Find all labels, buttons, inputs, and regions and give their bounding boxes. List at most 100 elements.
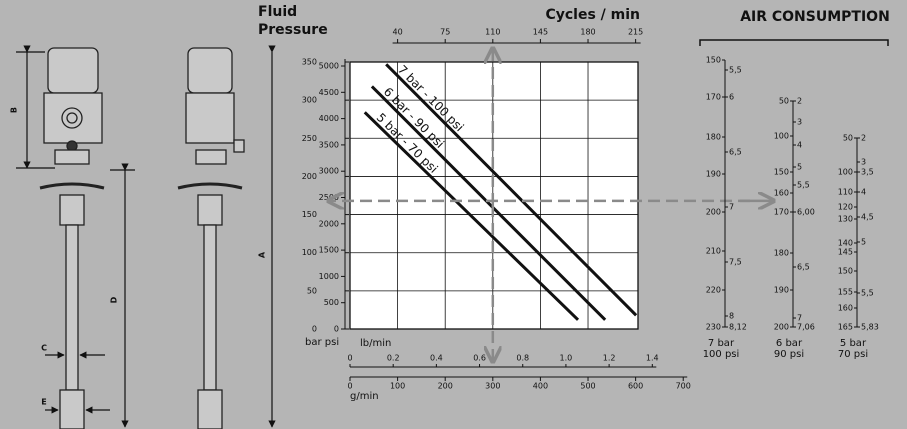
air-right-label: 7,06	[797, 323, 815, 332]
air-left-label: 170	[774, 208, 789, 217]
air-right-label: 4,5	[861, 213, 874, 222]
psi-tick-label: 3000	[319, 167, 339, 176]
air-right-label: 3	[797, 118, 802, 127]
cycles-tick-label: 145	[533, 28, 548, 37]
psi-tick-label: 3500	[319, 140, 339, 149]
dimension-label: D	[110, 296, 119, 303]
pressure-title: Pressure	[258, 22, 328, 38]
air-right-label: 3,5	[861, 168, 874, 177]
air-left-label: 220	[706, 286, 721, 295]
air-left-label: 150	[774, 168, 789, 177]
lbmin-tick-label: 1.0	[560, 354, 573, 363]
gmin-title: g/min	[350, 391, 379, 402]
air-scale-label: 70 psi	[838, 349, 868, 360]
air-left-label: 145	[838, 248, 853, 257]
air-right-label: 2	[797, 97, 802, 106]
air-left-label: 150	[838, 267, 853, 276]
air-right-label: 7,5	[729, 258, 742, 267]
air-right-label: 5	[797, 163, 802, 172]
air-left-label: 210	[706, 247, 721, 256]
lbmin-title: lb/min	[360, 338, 391, 349]
cycles-title: Cycles / min	[545, 7, 640, 23]
air-right-label: 6,5	[797, 263, 810, 272]
air-right-label: 8	[729, 312, 734, 321]
air-right-label: 6,5	[729, 148, 742, 157]
bar-tick-label: 200	[302, 172, 317, 181]
gmin-tick-label: 400	[533, 382, 548, 391]
air-right-label: 4	[861, 188, 866, 197]
psi-tick-label: 5000	[319, 62, 339, 71]
performance-line	[385, 63, 638, 317]
air-left-label: 155	[838, 288, 853, 297]
air-left-label: 200	[706, 208, 721, 217]
lbmin-tick-label: 1.4	[646, 354, 659, 363]
performance-line	[363, 111, 580, 321]
psi-tick-label: 1500	[319, 246, 339, 255]
psi-tick-label: 4000	[319, 114, 339, 123]
cycles-tick-label: 180	[580, 28, 595, 37]
pump-front	[39, 47, 105, 429]
air-scale-label: 100 psi	[703, 349, 740, 360]
air-left-label: 190	[774, 286, 789, 295]
lbmin-tick-label: 0	[347, 354, 352, 363]
air-scale-label: 90 psi	[774, 349, 804, 360]
gmin-tick-label: 600	[628, 382, 643, 391]
bar-tick-label: 100	[302, 248, 317, 257]
air-left-label: 150	[706, 56, 721, 65]
air-left-label: 160	[838, 304, 853, 313]
air-right-label: 8,12	[729, 323, 747, 332]
air-right-label: 7	[729, 203, 734, 212]
lbmin-tick-label: 0.2	[387, 354, 400, 363]
air-right-label: 6	[729, 93, 734, 102]
air-left-label: 180	[774, 249, 789, 258]
air-left-label: 165	[838, 323, 853, 332]
bar-tick-label: 300	[302, 96, 317, 105]
air-left-label: 140	[838, 239, 853, 248]
air-left-label: 170	[706, 93, 721, 102]
psi-tick-label: 500	[324, 298, 339, 307]
air-right-label: 5	[861, 238, 866, 247]
pressure-title: Fluid	[258, 4, 297, 20]
air-left-label: 160	[774, 189, 789, 198]
gmin-tick-label: 200	[438, 382, 453, 391]
pump-side	[177, 47, 245, 429]
air-left-label: 190	[706, 170, 721, 179]
air-bracket	[699, 39, 889, 46]
air-right-label: 5,5	[797, 181, 810, 190]
air-scale-label: 5 bar	[840, 338, 867, 349]
air-left-label: 50	[779, 97, 789, 106]
air-right-label: 7	[797, 314, 802, 323]
dimension-label: A	[258, 251, 267, 258]
gmin-tick-label: 100	[390, 382, 405, 391]
air-right-label: 5,5	[729, 66, 742, 75]
air-left-label: 130	[838, 215, 853, 224]
air-left-label: 120	[838, 203, 853, 212]
air-right-label: 5,83	[861, 323, 879, 332]
air-left-label: 180	[706, 133, 721, 142]
lbmin-tick-label: 0.8	[516, 354, 529, 363]
psi-tick-label: 2000	[319, 219, 339, 228]
cycles-tick-label: 40	[393, 28, 403, 37]
bar-tick-label: 0	[312, 325, 317, 334]
cycles-tick-label: 110	[485, 28, 500, 37]
bar-tick-label: 150	[302, 210, 317, 219]
lbmin-tick-label: 1.2	[603, 354, 616, 363]
air-right-label: 4	[797, 141, 802, 150]
dimension-label: C	[41, 344, 47, 353]
air-scale-label: 7 bar	[708, 338, 735, 349]
gmin-tick-label: 300	[485, 382, 500, 391]
gmin-tick-label: 700	[676, 382, 691, 391]
lbmin-tick-label: 0.4	[430, 354, 443, 363]
gmin-tick-label: 0	[347, 382, 352, 391]
air-right-label: 3	[861, 158, 866, 167]
air-scale-label: 6 bar	[776, 338, 803, 349]
bar-tick-label: 50	[307, 286, 317, 295]
air-left-label: 230	[706, 323, 721, 332]
dimension-lines	[16, 45, 276, 428]
psi-tick-label: 1000	[319, 272, 339, 281]
air-left-label: 100	[838, 168, 853, 177]
psi-tick-label: 4500	[319, 88, 339, 97]
cycles-tick-label: 215	[628, 28, 643, 37]
psi-tick-label: 0	[334, 325, 339, 334]
